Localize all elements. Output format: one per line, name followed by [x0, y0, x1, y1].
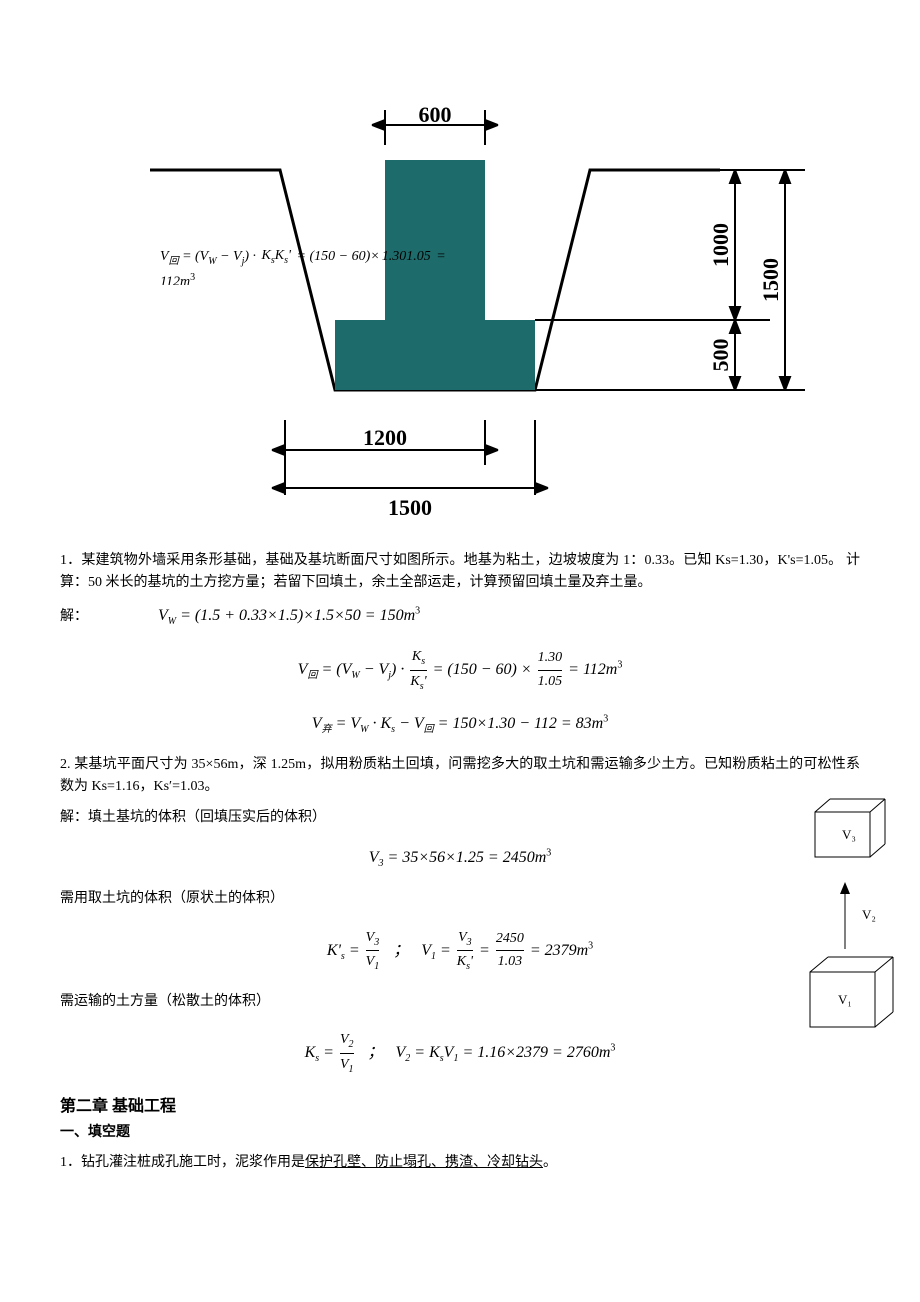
- eq-vqi: V弃 = VW · Ks − V回 = 150×1.30 − 112 = 83m…: [60, 711, 860, 738]
- foundation-column: [385, 160, 485, 320]
- dim-600: 600: [419, 102, 452, 127]
- problem2-line2: 需用取土坑的体积（原状土的体积）: [60, 888, 860, 910]
- cubes-diagram: V₃ V₂ V₁: [790, 794, 900, 1054]
- eq-v3: V3 = 35×56×1.25 = 2450m3: [60, 845, 860, 872]
- chapter2-title: 第二章 基础工程: [60, 1094, 860, 1120]
- q1-answer: 保护孔壁、防止塌孔、携渣、冷却钻头: [305, 1155, 543, 1170]
- chapter2-section: 一、填空题: [60, 1122, 860, 1144]
- problem2-line1: 解：填土基坑的体积（回填压实后的体积）: [60, 807, 860, 829]
- problem1-text: 1．某建筑物外墙采用条形基础，基础及基坑断面尺寸如图所示。地基为粘土，边坡坡度为…: [60, 550, 860, 595]
- problem2-line3: 需运输的土方量（松散土的体积）: [60, 991, 860, 1013]
- diagram-svg: 600 V回 = (VW − Vj) · KsKs' = (150 − 60)×…: [110, 100, 810, 530]
- eq-vhui: V回 = (VW − Vj) · KsKs' = (150 − 60) × 1.…: [60, 646, 860, 695]
- solution-label: 解：: [60, 609, 88, 624]
- dim-1000: 1000: [708, 223, 733, 267]
- q1-suffix: 。: [543, 1155, 557, 1170]
- cube-v3-label: V₃: [842, 827, 856, 842]
- eq-ksprime-v1: K's = V3V1 ； V1 = V3Ks' = 24501.03 = 237…: [60, 927, 860, 976]
- cube-v1-label: V₁: [838, 992, 852, 1007]
- problem2-text: 2. 某基坑平面尺寸为 35×56m，深 1.25m，拟用粉质粘土回填，问需挖多…: [60, 754, 860, 799]
- foundation-cross-section-diagram: 600 V回 = (VW − Vj) · KsKs' = (150 − 60)×…: [110, 100, 810, 530]
- dim-1200: 1200: [363, 425, 407, 450]
- dim-500: 500: [708, 339, 733, 372]
- dim-1500: 1500: [388, 495, 432, 520]
- problem1-solution-label: 解： VW = (1.5 + 0.33×1.5)×1.5×50 = 150m3: [60, 603, 860, 630]
- foundation-footing: [335, 320, 535, 390]
- q1-prefix: 1．钻孔灌注桩成孔施工时，泥浆作用是: [60, 1155, 305, 1170]
- eq-ks-v2: Ks = V2V1 ； V2 = KsV1 = 1.16×2379 = 2760…: [60, 1029, 860, 1078]
- cube-v2-label: V₂: [862, 907, 876, 922]
- chapter2-q1: 1．钻孔灌注桩成孔施工时，泥浆作用是保护孔壁、防止塌孔、携渣、冷却钻头。: [60, 1152, 860, 1174]
- dim-1500v: 1500: [758, 258, 783, 302]
